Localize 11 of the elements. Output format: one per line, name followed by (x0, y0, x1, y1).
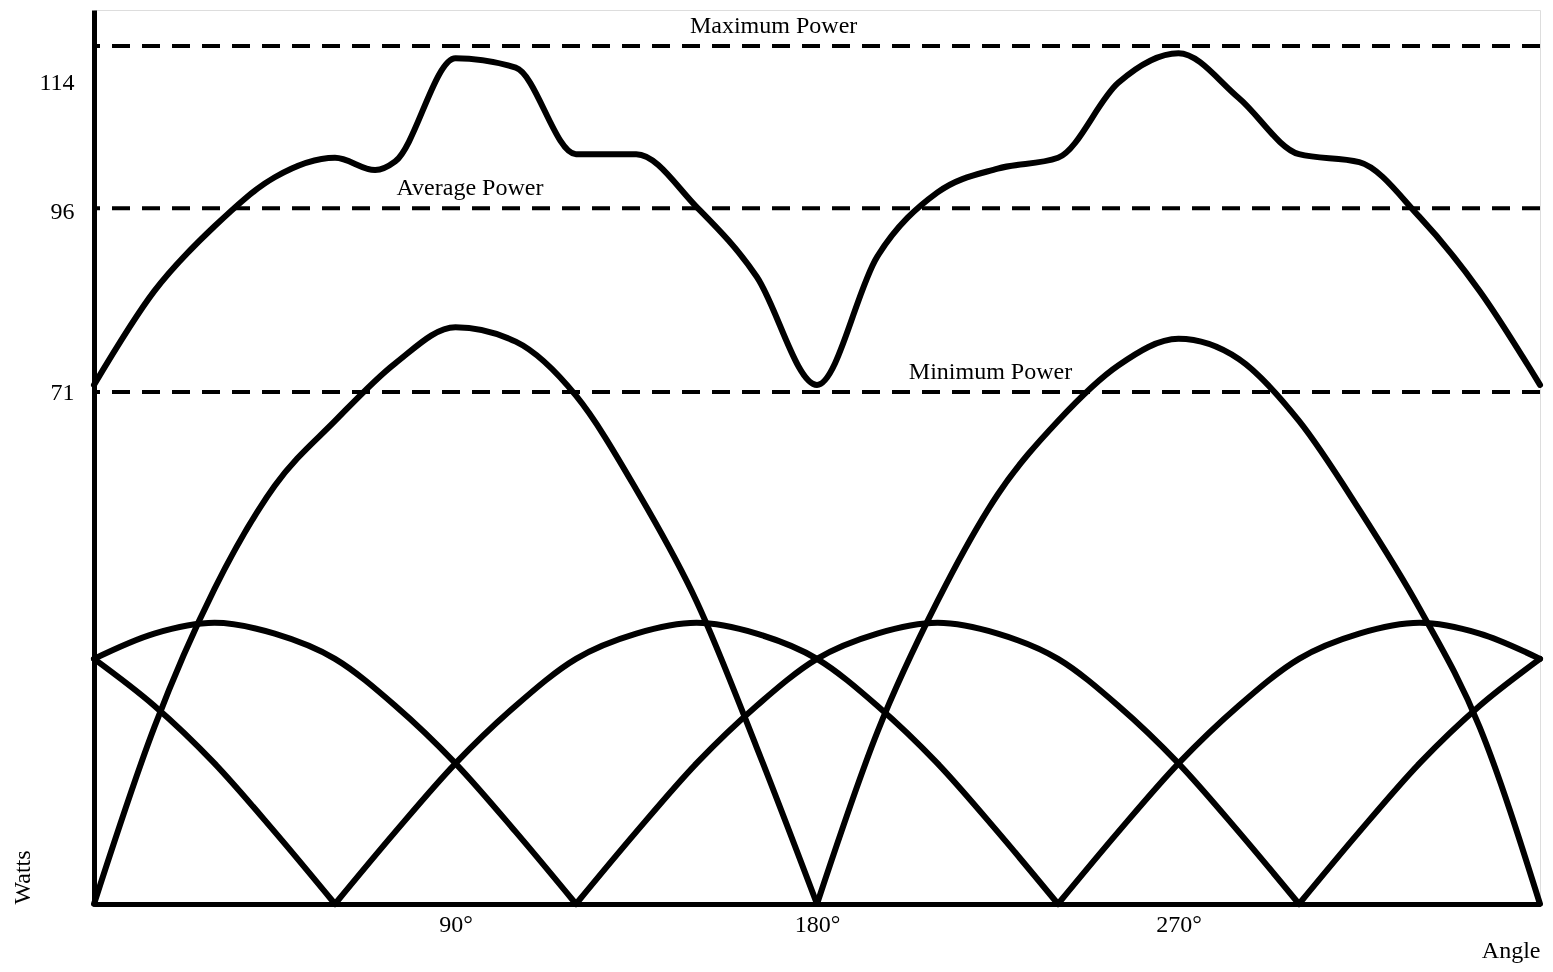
x-tick-label: 180° (794, 910, 841, 937)
y-tick-label: 96 (50, 198, 75, 225)
x-tick-label: 90° (439, 910, 473, 937)
ref-line-label: Average Power (396, 174, 544, 201)
y-tick-label: 71 (50, 378, 75, 405)
ref-line-label: Minimum Power (908, 358, 1073, 385)
y-tick-label: 114 (39, 68, 75, 95)
x-tick-label: 270° (1156, 910, 1202, 937)
ref-line-label: Maximum Power (689, 12, 858, 39)
x-axis-title: Angle (1481, 936, 1541, 963)
y-axis-title: Watts (9, 850, 36, 905)
